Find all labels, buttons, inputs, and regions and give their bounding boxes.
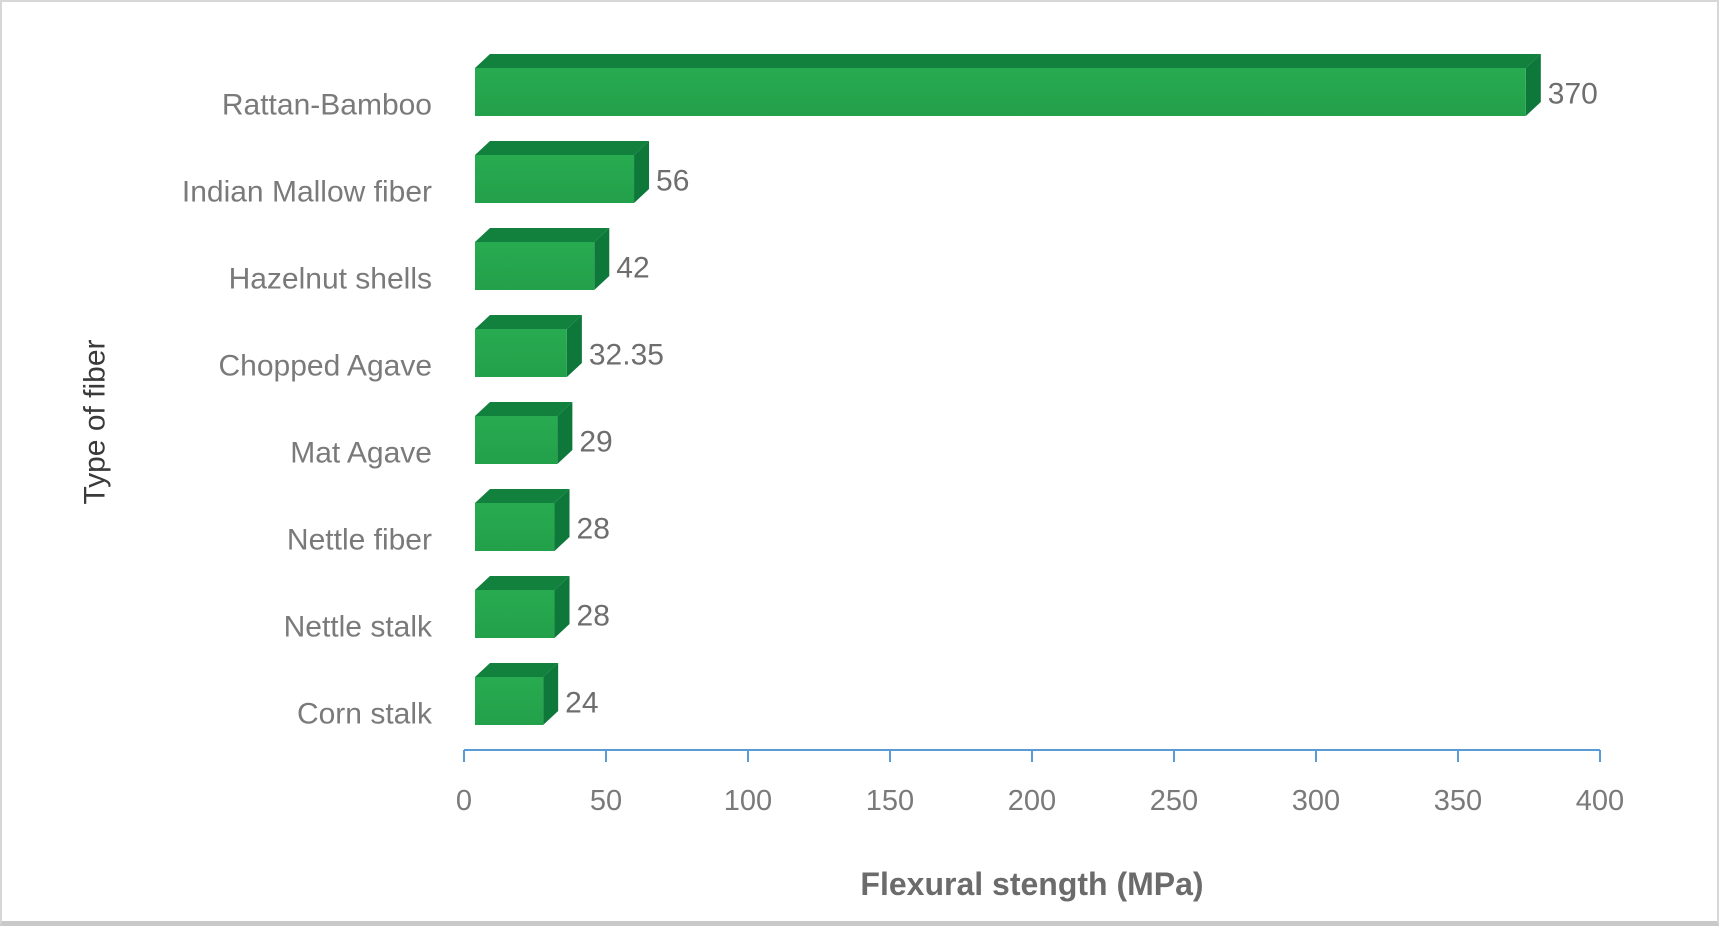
bar-top-face: [475, 54, 1541, 68]
data-label: 24: [565, 687, 598, 720]
x-axis-title: Flexural stength (MPa): [860, 866, 1203, 902]
bar-nettle-stalk: 28 Nettle stalk: [284, 576, 610, 644]
bar-end-face: [557, 402, 573, 464]
bar-end-face: [634, 141, 650, 203]
data-label: 56: [656, 165, 689, 198]
x-tick-label: 250: [1150, 785, 1198, 817]
bar-front-face: [475, 677, 544, 725]
category-label: Indian Mallow fiber: [182, 176, 432, 209]
data-label: 28: [577, 600, 610, 633]
bar-end-face: [1525, 54, 1541, 116]
data-label: 42: [616, 252, 649, 285]
bar-end-face: [554, 576, 570, 638]
x-axis: 0 50 100 150 200 250 300 350 400: [456, 749, 1624, 817]
category-label: Chopped Agave: [218, 350, 432, 383]
bar-front-face: [475, 503, 555, 551]
bar-corn-stalk: 24 Corn stalk: [297, 663, 599, 731]
bar-top-face: [475, 663, 559, 677]
data-label: 32.35: [589, 339, 664, 372]
bar-top-face: [475, 315, 582, 329]
category-label: Corn stalk: [297, 698, 433, 731]
category-label: Nettle stalk: [284, 611, 433, 644]
x-tick-label: 0: [456, 785, 472, 817]
bar-hazelnut-shells: 42 Hazelnut shells: [229, 228, 650, 296]
data-label: 28: [577, 513, 610, 546]
x-tick-label: 200: [1008, 785, 1056, 817]
bar-rattan-bamboo: 370 Rattan-Bamboo: [222, 54, 1598, 122]
bar-end-face: [594, 228, 610, 290]
bar-nettle-fiber: 28 Nettle fiber: [287, 489, 610, 557]
x-tick-label: 150: [866, 785, 914, 817]
x-tick-label: 100: [724, 785, 772, 817]
bar-end-face: [554, 489, 570, 551]
x-tick-label: 50: [590, 785, 622, 817]
bar-top-face: [475, 402, 573, 416]
x-tick-label: 300: [1292, 785, 1340, 817]
data-label: 29: [579, 426, 612, 459]
data-label: 370: [1548, 78, 1598, 111]
bar-end-face: [566, 315, 582, 377]
bar-front-face: [475, 68, 1526, 116]
category-label: Nettle fiber: [287, 524, 432, 557]
bar-top-face: [475, 576, 570, 590]
x-tick-label: 400: [1576, 785, 1624, 817]
bar-top-face: [475, 141, 650, 155]
bar-front-face: [475, 416, 558, 464]
bar-mat-agave: 29 Mat Agave: [290, 402, 613, 470]
bar-chopped-agave: 32.35 Chopped Agave: [218, 315, 664, 383]
bar-indian-mallow-fiber: 56 Indian Mallow fiber: [182, 141, 689, 209]
bar-front-face: [475, 590, 555, 638]
bar-front-face: [475, 242, 595, 290]
y-axis-title: Type of fiber: [79, 339, 112, 504]
category-label: Mat Agave: [290, 437, 432, 470]
bar-front-face: [475, 329, 567, 377]
category-label: Rattan-Bamboo: [222, 89, 432, 122]
bar-end-face: [543, 663, 559, 725]
bar-top-face: [475, 489, 570, 503]
x-tick-label: 350: [1434, 785, 1482, 817]
category-label: Hazelnut shells: [229, 263, 432, 296]
bar-top-face: [475, 228, 610, 242]
bar-front-face: [475, 155, 635, 203]
